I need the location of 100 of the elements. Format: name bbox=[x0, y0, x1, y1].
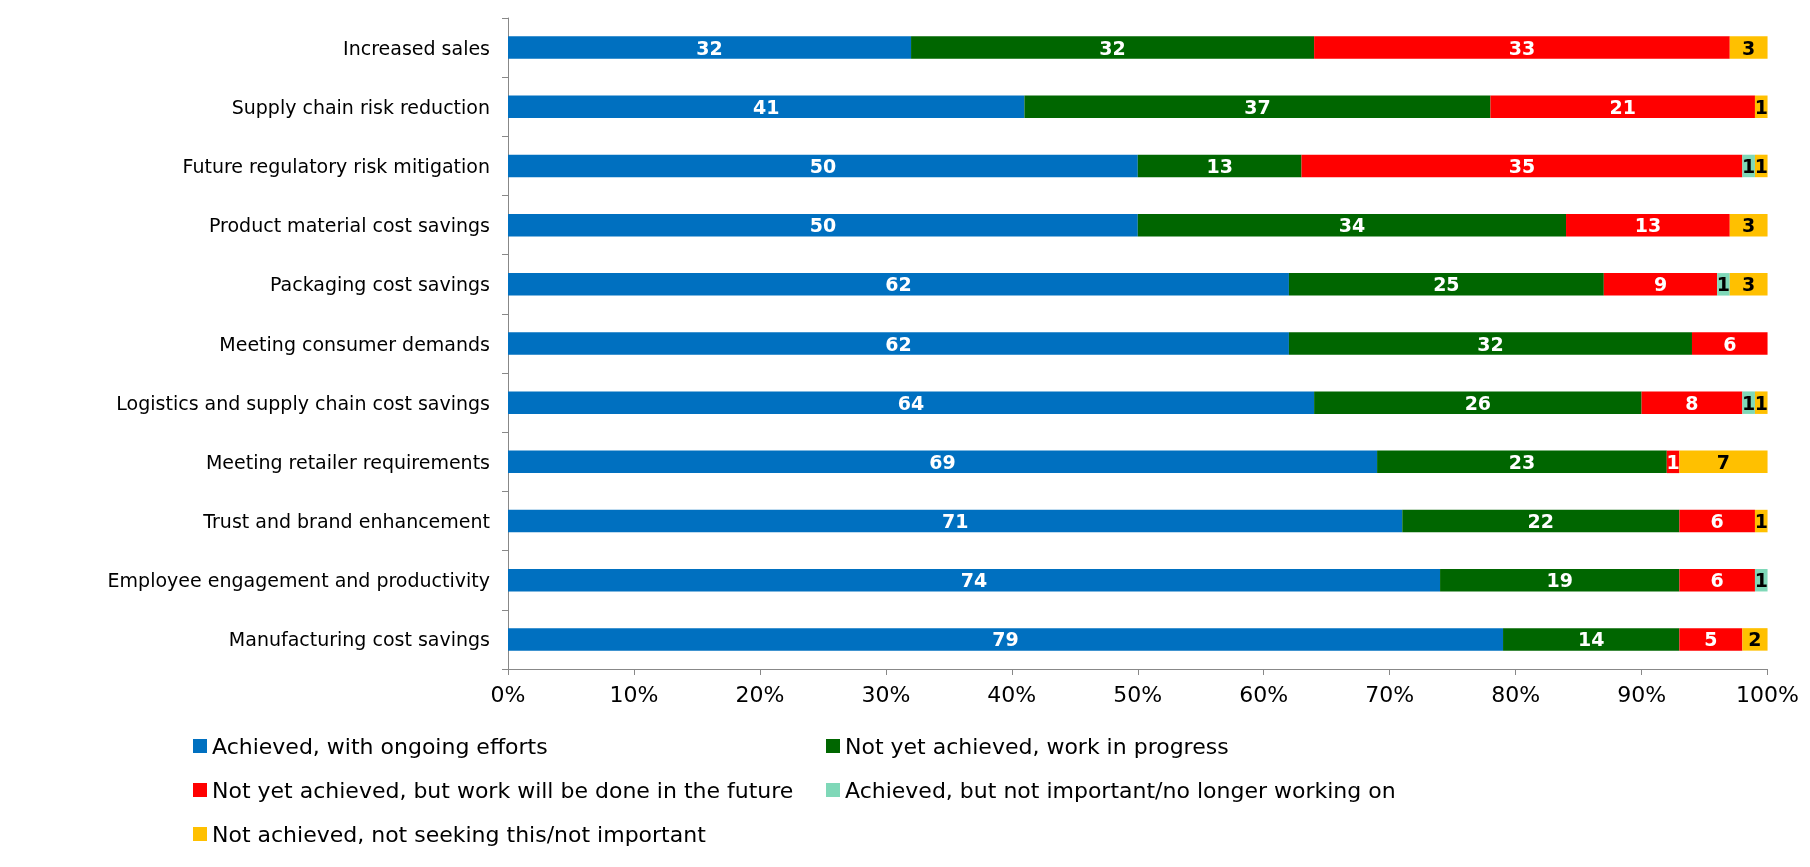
bar bbox=[508, 273, 1289, 296]
data-label: 69 bbox=[929, 450, 956, 473]
bar bbox=[1679, 509, 1755, 533]
data-label: 13 bbox=[1206, 154, 1233, 177]
legend-label: Achieved, with ongoing efforts bbox=[212, 733, 548, 759]
data-label: 50 bbox=[809, 214, 837, 237]
x-tick-label: 0% bbox=[490, 681, 526, 707]
bar bbox=[508, 213, 1138, 237]
bar bbox=[1679, 450, 1768, 474]
data-label: 37 bbox=[1244, 95, 1271, 118]
bar bbox=[1301, 154, 1743, 178]
data-label: 41 bbox=[752, 95, 780, 118]
data-label: 64 bbox=[897, 391, 925, 414]
data-label: 23 bbox=[1508, 450, 1536, 473]
bar bbox=[508, 391, 1315, 414]
x-tick-label: 40% bbox=[987, 681, 1037, 707]
y-tick-label: Meeting retailer requirements bbox=[205, 450, 490, 473]
data-label: 3 bbox=[1742, 214, 1756, 237]
data-label: 1 bbox=[1754, 510, 1768, 533]
legend-label: Achieved, but not important/no longer working on bbox=[845, 777, 1396, 803]
y-tick-label: Manufacturing cost savings bbox=[228, 628, 490, 651]
bar bbox=[508, 509, 1403, 533]
bar bbox=[1440, 568, 1680, 592]
bar bbox=[911, 36, 1315, 59]
data-label: 35 bbox=[1508, 154, 1536, 177]
bar bbox=[1024, 95, 1491, 119]
data-label: 5 bbox=[1704, 628, 1718, 651]
data-label: 22 bbox=[1527, 510, 1555, 533]
data-label: 1 bbox=[1754, 154, 1768, 177]
y-tick-label: Packaging cost savings bbox=[269, 273, 490, 296]
bar bbox=[1679, 628, 1743, 651]
bar bbox=[508, 628, 1504, 651]
y-tick-label: Meeting consumer demands bbox=[219, 332, 490, 355]
bar bbox=[508, 332, 1289, 355]
bar bbox=[1377, 450, 1667, 474]
bar bbox=[1402, 509, 1680, 533]
bar bbox=[1641, 391, 1743, 414]
data-label: 6 bbox=[1723, 332, 1737, 355]
data-label: 79 bbox=[992, 628, 1019, 651]
bar bbox=[1566, 213, 1730, 237]
legend-label: Not achieved, not seeking this/not important bbox=[212, 821, 707, 847]
data-label: 71 bbox=[941, 510, 969, 533]
data-label: 32 bbox=[696, 36, 723, 59]
data-label: 74 bbox=[960, 569, 988, 592]
y-tick-label: Logistics and supply chain cost savings bbox=[116, 391, 490, 414]
data-label: 21 bbox=[1609, 95, 1636, 118]
bar bbox=[1314, 36, 1730, 59]
bar bbox=[1679, 568, 1755, 592]
bar bbox=[508, 154, 1138, 178]
legend-label: Not yet achieved, work in progress bbox=[845, 733, 1229, 759]
data-label: 32 bbox=[1099, 36, 1126, 59]
data-label: 32 bbox=[1477, 332, 1504, 355]
data-label: 1 bbox=[1666, 450, 1680, 473]
x-tick-label: 60% bbox=[1239, 681, 1289, 707]
data-label: 50 bbox=[809, 154, 837, 177]
data-label: 13 bbox=[1634, 214, 1662, 237]
data-label: 62 bbox=[885, 273, 912, 296]
data-label: 3 bbox=[1742, 36, 1756, 59]
data-label: 19 bbox=[1546, 569, 1573, 592]
x-tick-label: 90% bbox=[1617, 681, 1667, 707]
data-label: 9 bbox=[1653, 273, 1668, 296]
y-tick-label: Increased sales bbox=[343, 36, 490, 59]
x-tick-label: 10% bbox=[609, 681, 659, 707]
bar bbox=[1137, 213, 1567, 237]
x-tick-label: 50% bbox=[1113, 681, 1163, 707]
data-label: 7 bbox=[1716, 450, 1731, 473]
bar bbox=[1503, 628, 1680, 651]
data-label: 25 bbox=[1433, 273, 1460, 296]
x-tick-label: 20% bbox=[735, 681, 785, 707]
y-tick-label: Future regulatory risk mitigation bbox=[182, 154, 490, 177]
bar bbox=[1490, 95, 1755, 119]
bar bbox=[508, 568, 1441, 592]
data-label: 14 bbox=[1577, 628, 1605, 651]
bar bbox=[1137, 154, 1302, 178]
bar bbox=[1288, 332, 1692, 355]
bar bbox=[508, 36, 912, 59]
data-label: 33 bbox=[1508, 36, 1536, 59]
x-tick-label: 80% bbox=[1491, 681, 1541, 707]
data-label: 1 bbox=[1742, 154, 1756, 177]
data-label: 6 bbox=[1710, 510, 1724, 533]
data-label: 6 bbox=[1710, 569, 1724, 592]
data-label: 1 bbox=[1742, 391, 1756, 414]
legend-label: Not yet achieved, but work will be done in the future bbox=[212, 777, 794, 803]
data-label: 2 bbox=[1748, 628, 1762, 651]
x-tick-label: 100% bbox=[1736, 681, 1800, 707]
y-tick-label: Employee engagement and productivity bbox=[107, 569, 490, 592]
data-label: 1 bbox=[1716, 273, 1731, 296]
y-tick-label: Product material cost savings bbox=[208, 214, 490, 237]
x-tick-label: 30% bbox=[861, 681, 911, 707]
x-tick-label: 70% bbox=[1365, 681, 1415, 707]
bar bbox=[1603, 273, 1718, 296]
y-tick-label: Supply chain risk reduction bbox=[231, 95, 490, 118]
data-label: 34 bbox=[1338, 214, 1366, 237]
y-tick-label: Trust and brand enhancement bbox=[202, 510, 490, 533]
data-label: 62 bbox=[885, 332, 912, 355]
data-label: 1 bbox=[1754, 391, 1768, 414]
bar bbox=[1691, 332, 1768, 355]
data-label: 1 bbox=[1754, 95, 1768, 118]
data-label: 3 bbox=[1742, 273, 1756, 296]
bar bbox=[508, 95, 1025, 119]
